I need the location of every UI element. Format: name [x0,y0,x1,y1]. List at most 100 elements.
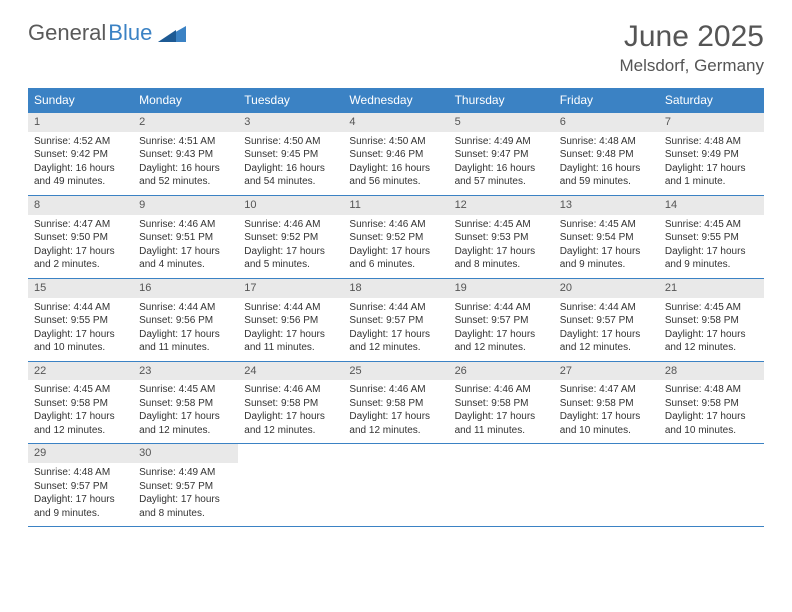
sunrise-line: Sunrise: 4:50 AM [349,135,442,149]
daylight-line: Daylight: 17 hours and 11 minutes. [139,328,232,355]
day-number: 5 [449,113,554,132]
day-body: Sunrise: 4:46 AMSunset: 9:58 PMDaylight:… [238,380,343,443]
day-body: Sunrise: 4:48 AMSunset: 9:58 PMDaylight:… [659,380,764,443]
day-number: 13 [554,196,659,215]
day-number: 21 [659,279,764,298]
sunrise-line: Sunrise: 4:48 AM [560,135,653,149]
day-cell: 3Sunrise: 4:50 AMSunset: 9:45 PMDaylight… [238,113,343,195]
sunrise-line: Sunrise: 4:46 AM [455,383,548,397]
day-number: 14 [659,196,764,215]
sunrise-line: Sunrise: 4:45 AM [455,218,548,232]
day-cell [554,444,659,526]
sunrise-line: Sunrise: 4:45 AM [139,383,232,397]
day-body: Sunrise: 4:44 AMSunset: 9:57 PMDaylight:… [449,298,554,361]
sunset-line: Sunset: 9:56 PM [139,314,232,328]
day-cell [659,444,764,526]
day-cell: 17Sunrise: 4:44 AMSunset: 9:56 PMDayligh… [238,279,343,361]
day-cell [238,444,343,526]
sunrise-line: Sunrise: 4:47 AM [560,383,653,397]
sunrise-line: Sunrise: 4:44 AM [139,301,232,315]
sunset-line: Sunset: 9:58 PM [244,397,337,411]
sunset-line: Sunset: 9:54 PM [560,231,653,245]
day-cell: 20Sunrise: 4:44 AMSunset: 9:57 PMDayligh… [554,279,659,361]
day-number: 18 [343,279,448,298]
day-cell: 27Sunrise: 4:47 AMSunset: 9:58 PMDayligh… [554,362,659,444]
day-cell: 12Sunrise: 4:45 AMSunset: 9:53 PMDayligh… [449,196,554,278]
day-cell: 13 Sunrise: 4:45 AMSunset: 9:54 PMDayligh… [554,196,659,278]
day-cell: 14Sunrise: 4:45 AMSunset: 9:55 PMDayligh… [659,196,764,278]
day-body: Sunrise: 4:46 AMSunset: 9:58 PMDaylight:… [343,380,448,443]
day-number: 17 [238,279,343,298]
sunset-line: Sunset: 9:55 PM [34,314,127,328]
day-number: 19 [449,279,554,298]
sunrise-line: Sunrise: 4:45 AM [560,218,653,232]
day-number: 15 [28,279,133,298]
daylight-line: Daylight: 17 hours and 12 minutes. [560,328,653,355]
day-cell: 4Sunrise: 4:50 AMSunset: 9:46 PMDaylight… [343,113,448,195]
daylight-line: Daylight: 17 hours and 5 minutes. [244,245,337,272]
week-row: 8Sunrise: 4:47 AMSunset: 9:50 PMDaylight… [28,195,764,278]
day-body: Sunrise: 4:45 AMSunset: 9:58 PMDaylight:… [133,380,238,443]
day-body: Sunrise: 4:52 AMSunset: 9:42 PMDaylight:… [28,132,133,195]
daylight-line: Daylight: 17 hours and 2 minutes. [34,245,127,272]
day-cell: 21Sunrise: 4:45 AMSunset: 9:58 PMDayligh… [659,279,764,361]
day-body: Sunrise: 4:49 AMSunset: 9:47 PMDaylight:… [449,132,554,195]
daylight-line: Daylight: 16 hours and 56 minutes. [349,162,442,189]
sunset-line: Sunset: 9:57 PM [560,314,653,328]
day-cell: 26Sunrise: 4:46 AMSunset: 9:58 PMDayligh… [449,362,554,444]
day-body: Sunrise: 4:48 AMSunset: 9:57 PMDaylight:… [28,463,133,526]
weekday-header: Monday [133,88,238,112]
sunrise-line: Sunrise: 4:45 AM [665,218,758,232]
daylight-line: Daylight: 17 hours and 12 minutes. [349,328,442,355]
weekday-header: Saturday [659,88,764,112]
day-body: Sunrise: 4:48 AMSunset: 9:49 PMDaylight:… [659,132,764,195]
weekday-header: Sunday [28,88,133,112]
day-body: Sunrise: 4:50 AMSunset: 9:45 PMDaylight:… [238,132,343,195]
day-cell: 30Sunrise: 4:49 AMSunset: 9:57 PMDayligh… [133,444,238,526]
sunset-line: Sunset: 9:43 PM [139,148,232,162]
weekday-header: Thursday [449,88,554,112]
weekday-header: Wednesday [343,88,448,112]
sunrise-line: Sunrise: 4:44 AM [349,301,442,315]
day-cell: 15Sunrise: 4:44 AMSunset: 9:55 PMDayligh… [28,279,133,361]
sunrise-line: Sunrise: 4:51 AM [139,135,232,149]
daylight-line: Daylight: 17 hours and 9 minutes. [560,245,653,272]
day-body: Sunrise: 4:47 AMSunset: 9:58 PMDaylight:… [554,380,659,443]
day-number: 24 [238,362,343,381]
sunset-line: Sunset: 9:57 PM [139,480,232,494]
day-number: 7 [659,113,764,132]
sunset-line: Sunset: 9:49 PM [665,148,758,162]
day-body: Sunrise: 4:45 AMSunset: 9:53 PMDaylight:… [449,215,554,278]
sunset-line: Sunset: 9:55 PM [665,231,758,245]
day-body: Sunrise: 4:44 AMSunset: 9:55 PMDaylight:… [28,298,133,361]
day-body: Sunrise: 4:50 AMSunset: 9:46 PMDaylight:… [343,132,448,195]
sunrise-line: Sunrise: 4:48 AM [665,383,758,397]
day-cell: 10Sunrise: 4:46 AMSunset: 9:52 PMDayligh… [238,196,343,278]
daylight-line: Daylight: 16 hours and 52 minutes. [139,162,232,189]
daylight-line: Daylight: 17 hours and 11 minutes. [244,328,337,355]
day-cell: 1Sunrise: 4:52 AMSunset: 9:42 PMDaylight… [28,113,133,195]
day-body: Sunrise: 4:45 AMSunset: 9:55 PMDaylight:… [659,215,764,278]
day-number: 10 [238,196,343,215]
daylight-line: Daylight: 17 hours and 10 minutes. [665,410,758,437]
day-body: Sunrise: 4:47 AMSunset: 9:50 PMDaylight:… [28,215,133,278]
daylight-line: Daylight: 17 hours and 11 minutes. [455,410,548,437]
day-body: Sunrise: 4:45 AMSunset: 9:58 PMDaylight:… [28,380,133,443]
sunrise-line: Sunrise: 4:44 AM [244,301,337,315]
sunrise-line: Sunrise: 4:47 AM [34,218,127,232]
sunset-line: Sunset: 9:57 PM [349,314,442,328]
daylight-line: Daylight: 17 hours and 10 minutes. [560,410,653,437]
daylight-line: Daylight: 16 hours and 57 minutes. [455,162,548,189]
brand-part1: General [28,20,106,46]
day-cell: 19Sunrise: 4:44 AMSunset: 9:57 PMDayligh… [449,279,554,361]
sunrise-line: Sunrise: 4:44 AM [455,301,548,315]
sunrise-line: Sunrise: 4:45 AM [665,301,758,315]
sunrise-line: Sunrise: 4:46 AM [349,383,442,397]
daylight-line: Daylight: 17 hours and 12 minutes. [665,328,758,355]
daylight-line: Daylight: 17 hours and 4 minutes. [139,245,232,272]
day-body: Sunrise: 4:48 AMSunset: 9:48 PMDaylight:… [554,132,659,195]
weekday-header: Tuesday [238,88,343,112]
brand-logo: GeneralBlue [28,20,186,46]
day-number: 29 [28,444,133,463]
daylight-line: Daylight: 17 hours and 8 minutes. [455,245,548,272]
